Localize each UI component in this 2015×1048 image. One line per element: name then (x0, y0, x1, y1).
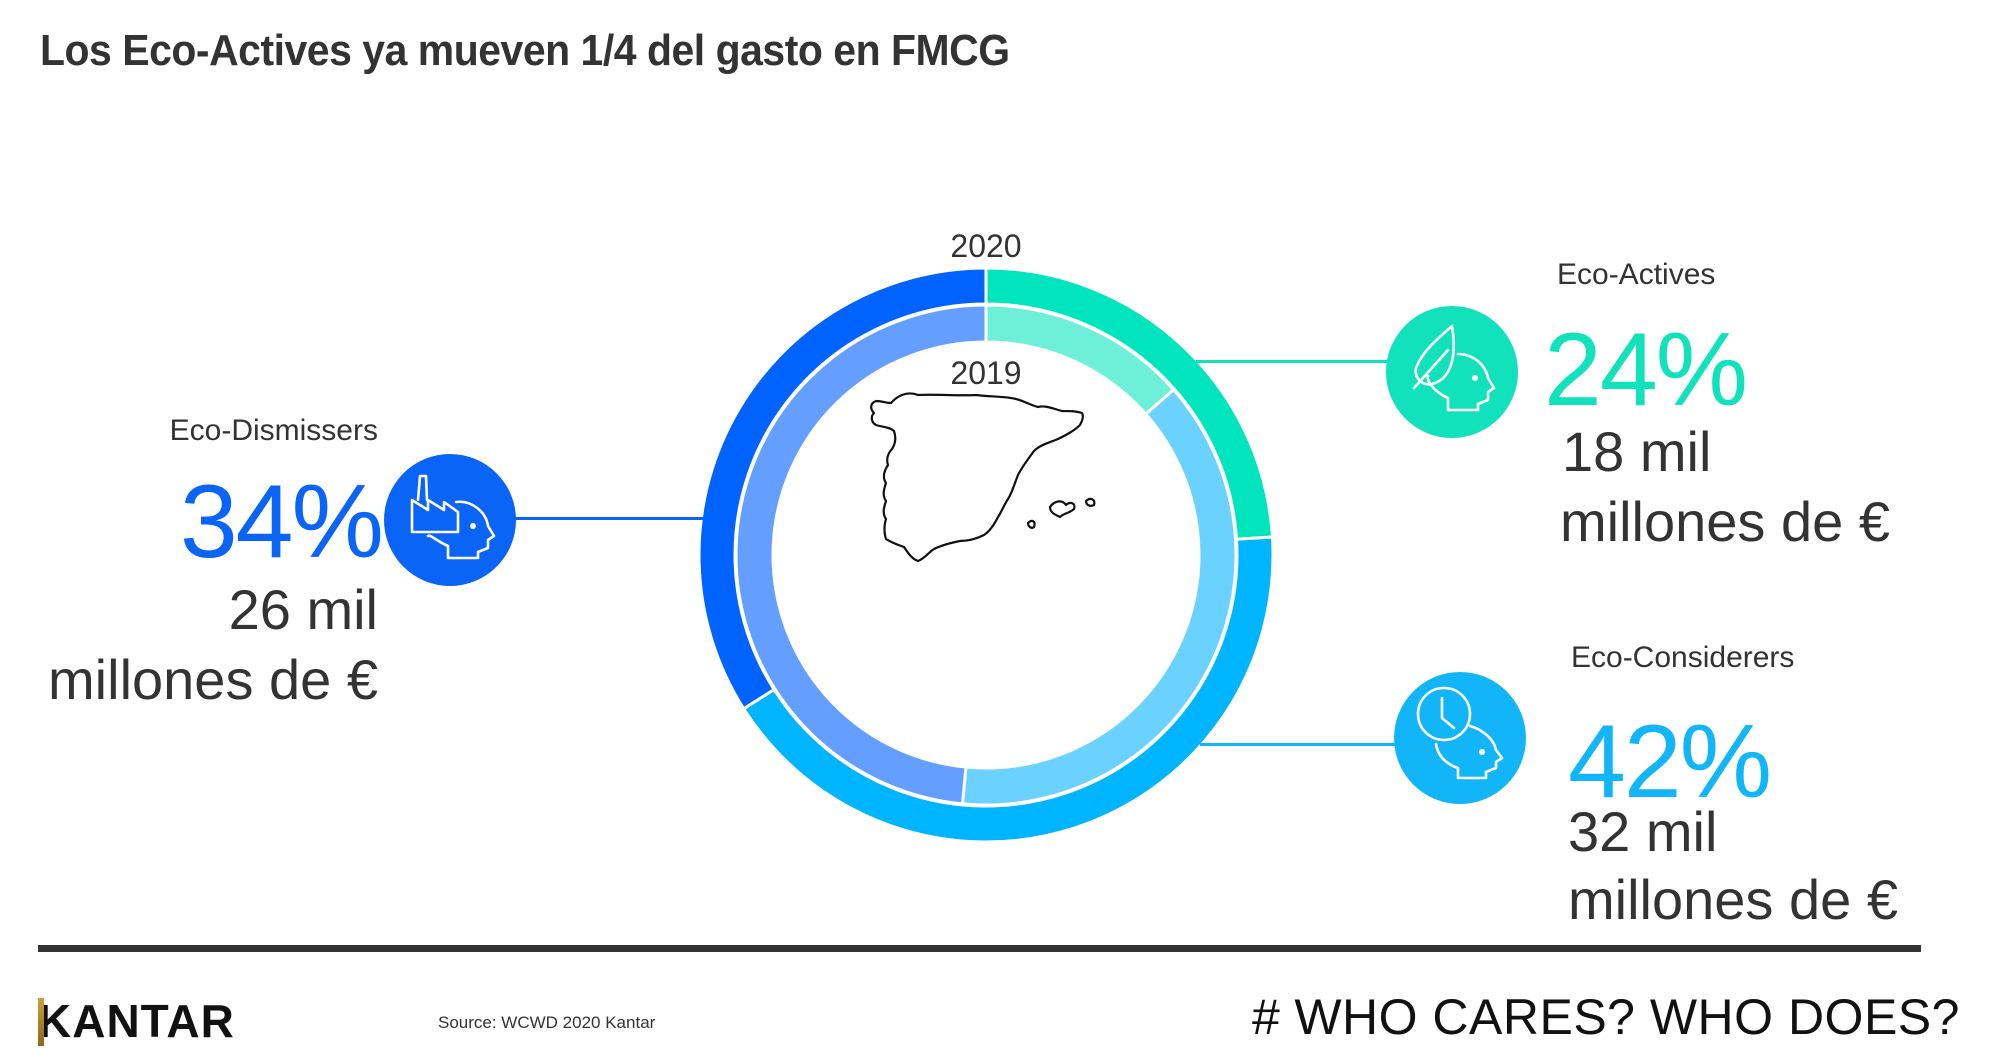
eco-dismissers-amount-unit: millones de € (48, 648, 378, 711)
spain-map-icon (870, 392, 1096, 563)
eco-considerers-label: Eco-Considerers (1571, 641, 1795, 674)
eco-dismissers-connector (515, 517, 705, 520)
clock-head-icon (1394, 672, 1526, 804)
page-title: Los Eco-Actives ya mueven 1/4 del gasto … (40, 26, 1010, 75)
eco-dismissers-amount: 26 mil (228, 578, 378, 641)
inner-year-label: 2019 (950, 355, 1022, 391)
eco-actives-percent: 24% (1544, 312, 1748, 428)
eco-dismissers-label: Eco-Dismissers (169, 414, 378, 447)
nested-donut-chart (697, 266, 1275, 844)
factory-head-icon (384, 454, 516, 586)
tagline: # WHO CARES? WHO DOES? (1252, 988, 1960, 1046)
leaf-head-icon (1386, 306, 1518, 438)
eco-considerers-percent: 42% (1568, 704, 1772, 820)
kantar-gold-bar (38, 998, 44, 1046)
donut-segment-eco-dismissers (734, 303, 988, 806)
source-note: Source: WCWD 2020 Kantar (438, 1013, 656, 1032)
eco-actives-label: Eco-Actives (1557, 258, 1716, 291)
eco-actives-amount-unit: millones de € (1560, 490, 1890, 553)
eco-considerers-amount-unit: millones de € (1568, 868, 1898, 931)
footer-divider (38, 945, 1921, 952)
kantar-wordmark: KANTAR (38, 995, 235, 1047)
hash-icon: # (1252, 989, 1281, 1045)
eco-actives-amount: 18 mil (1562, 420, 1712, 483)
outer-year-label: 2020 (950, 228, 1022, 264)
eco-actives-connector (1196, 360, 1391, 363)
kantar-logo: KANTAR (38, 994, 235, 1048)
eco-considerers-connector (1200, 743, 1400, 746)
eco-considerers-amount: 32 mil (1568, 800, 1718, 863)
inner-ring-2019 (734, 303, 1238, 807)
tagline-text: WHO CARES? WHO DOES? (1294, 989, 1960, 1045)
eco-dismissers-percent: 34% (179, 464, 384, 580)
